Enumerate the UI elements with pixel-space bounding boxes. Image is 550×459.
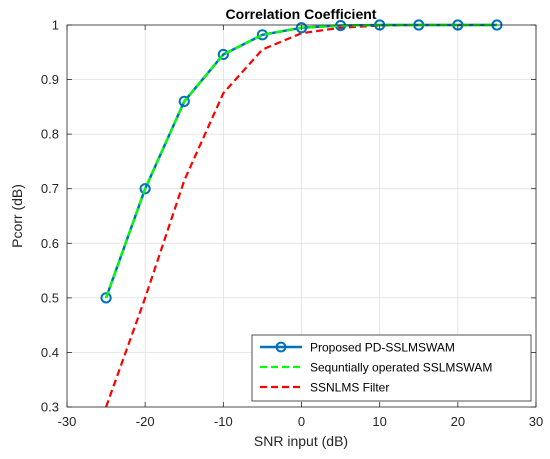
tick-labels: -30 -20 -10 0 10 20 30 0.3 0.4 0.5 0.6 0.7 0.8 0.9 1: [41, 18, 543, 430]
series-1-point: [139, 183, 151, 195]
legend-marker-1: [275, 341, 287, 353]
y-tick-label: 1: [52, 18, 59, 33]
legend: Proposed PD-SSLMSWAM Sequntially operated…: [251, 334, 532, 402]
y-tick-label: 0.7: [41, 181, 59, 196]
series-1-point: [295, 22, 308, 34]
y-axis-label: Pcorr (dB): [9, 184, 25, 248]
legend-label-3: SSNLMS Filter: [310, 380, 389, 394]
x-tick-label: -20: [136, 414, 155, 429]
y-tick-label: 0.6: [41, 236, 59, 251]
x-tick-label: 30: [529, 414, 543, 429]
y-tick-label: 0.9: [41, 72, 59, 87]
x-tick-label: 20: [451, 414, 465, 429]
x-tick-label: 0: [298, 414, 305, 429]
y-tick-label: 0.5: [41, 290, 59, 305]
x-tick-label: -30: [58, 414, 77, 429]
series-1-point: [100, 292, 112, 304]
y-tick-label: 0.3: [41, 400, 59, 415]
y-tick-label: 0.4: [41, 345, 59, 360]
chart-title: Correlation Coefficient: [226, 6, 377, 22]
series-1-point: [178, 95, 190, 108]
x-axis-label: SNR input (dB): [254, 433, 348, 449]
axis-ticks: [66, 24, 537, 408]
legend-label-2: Sequntially operated SSLMSWAM: [310, 360, 492, 374]
x-tick-label: 10: [372, 414, 386, 429]
series-1-point: [217, 48, 229, 61]
x-tick-label: -10: [214, 414, 233, 429]
y-tick-label: 0.8: [41, 127, 59, 142]
legend-label-1: Proposed PD-SSLMSWAM: [310, 340, 455, 354]
